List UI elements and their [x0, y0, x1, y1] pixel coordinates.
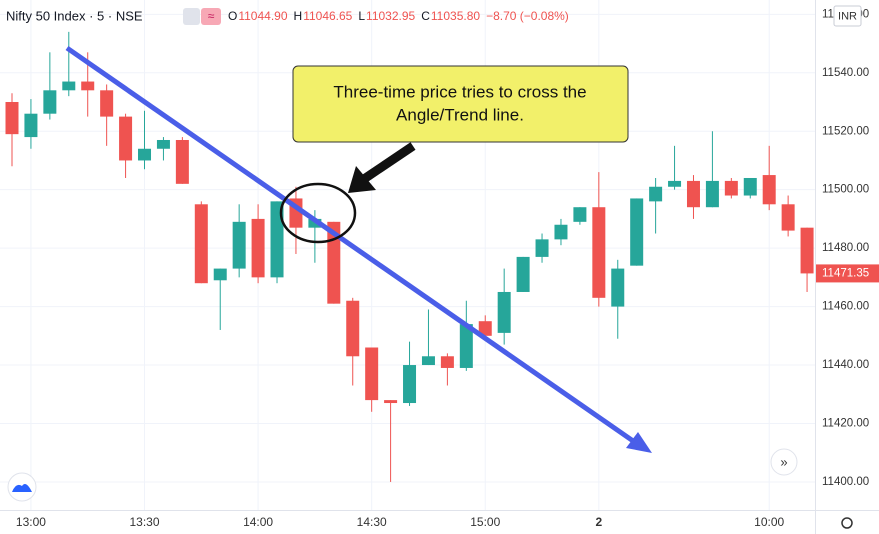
axes: 11400.00 11420.00 11440.00 11460.00 11480.00… [16, 8, 879, 529]
candle-body [649, 186, 663, 202]
change: −8.70 (−0.08%) [486, 9, 569, 23]
candle-body [781, 204, 795, 231]
y-tick-label: 11400.00 [822, 476, 869, 488]
pointer-arrow [361, 142, 416, 183]
ohlc-value: 11046.65 [303, 9, 352, 23]
candle-body [478, 321, 492, 336]
candle-body [119, 116, 133, 161]
candle-body [100, 90, 114, 117]
candle-body [724, 180, 738, 196]
candle-body [365, 347, 379, 401]
ohlc-value: 11032.95 [366, 9, 415, 23]
x-tick-label: 14:00 [243, 515, 273, 529]
y-tick-label: 11540.00 [822, 67, 869, 79]
y-tick-label: 11420.00 [822, 418, 869, 430]
candle-body [213, 268, 227, 281]
candle-body [175, 139, 189, 184]
candle-body [251, 218, 265, 278]
highlight-circle [279, 182, 357, 244]
x-tick-label: 14:30 [357, 515, 387, 529]
pointer-arrowhead [348, 166, 376, 193]
ohlc-label: H [294, 9, 303, 23]
candle-body [686, 180, 700, 208]
candle-body [535, 239, 549, 257]
candle-body [592, 207, 606, 298]
candle-body [194, 204, 208, 284]
y-tick-label: 11460.00 [822, 301, 869, 313]
x-tick-label: 2 [595, 515, 602, 529]
annotation-text: Three-time price tries to cross the [333, 82, 586, 101]
candle-body [232, 221, 246, 269]
candle-body [5, 102, 19, 135]
ohlc: O 11044.90 H 11046.65 L 11032.95 C 11035.80 −8.7… [228, 9, 569, 23]
compare-icon-glyph: ≈ [208, 9, 215, 23]
ohlc-value: 11044.90 [238, 9, 287, 23]
candle-body [497, 291, 511, 333]
last-price: 11471.35 [822, 267, 869, 279]
ohlc-label: O [228, 9, 237, 23]
y-tick-label: 11440.00 [822, 359, 869, 371]
candle-body [762, 175, 776, 205]
scroll-button[interactable] [770, 448, 798, 476]
candle-body [156, 139, 170, 149]
candle-body [743, 177, 757, 196]
candle-body [459, 324, 473, 368]
candle-body [327, 221, 341, 304]
candle-body [668, 180, 682, 187]
candle-body [24, 113, 38, 138]
candles [5, 31, 814, 482]
candle-body [403, 365, 417, 404]
y-tick-label: 11480.00 [822, 242, 869, 254]
trend-line [65, 45, 638, 446]
logo-glyph [12, 484, 32, 492]
candle-body [554, 224, 568, 240]
candle-body [308, 218, 322, 228]
last-price-box [816, 264, 879, 283]
x-tick-label: 10:00 [754, 515, 784, 529]
candle-body [630, 198, 644, 266]
trend-arrowhead [626, 432, 652, 453]
candle-body [81, 81, 95, 91]
candle-body [270, 201, 284, 278]
candle-body [43, 90, 57, 114]
x-tick-label: 13:30 [129, 515, 159, 529]
candle-body [421, 356, 435, 366]
ohlc-value: 11035.80 [431, 9, 480, 23]
x-tick-label: 15:00 [470, 515, 500, 529]
candle-body [346, 300, 360, 357]
candle-body [384, 400, 398, 404]
candle-body [573, 207, 587, 222]
candle-body [516, 256, 530, 292]
annotation-text: Angle/Trend line. [396, 105, 524, 124]
y-tick-label: 11520.00 [822, 125, 869, 137]
annotation-box [292, 65, 629, 143]
currency: INR [838, 10, 857, 22]
candle-body [611, 268, 625, 307]
compare-icon[interactable] [201, 8, 221, 25]
y-tick-label: 11500.00 [822, 184, 869, 196]
scroll-glyph: » [780, 454, 787, 469]
ohlc-label: C [421, 9, 430, 23]
ohlc-label: L [358, 9, 365, 23]
candle-body [62, 81, 76, 91]
currency-box[interactable] [833, 5, 862, 27]
x-tick-label: 13:00 [16, 515, 46, 529]
toggle-icon[interactable] [183, 8, 200, 25]
candle-body [138, 148, 152, 161]
symbol: Nifty 50 Index · 5 · NSE [6, 8, 143, 23]
candle-body [440, 356, 454, 368]
candle-body [800, 227, 814, 274]
candle-body [705, 180, 719, 208]
settings-icon[interactable] [841, 517, 853, 529]
